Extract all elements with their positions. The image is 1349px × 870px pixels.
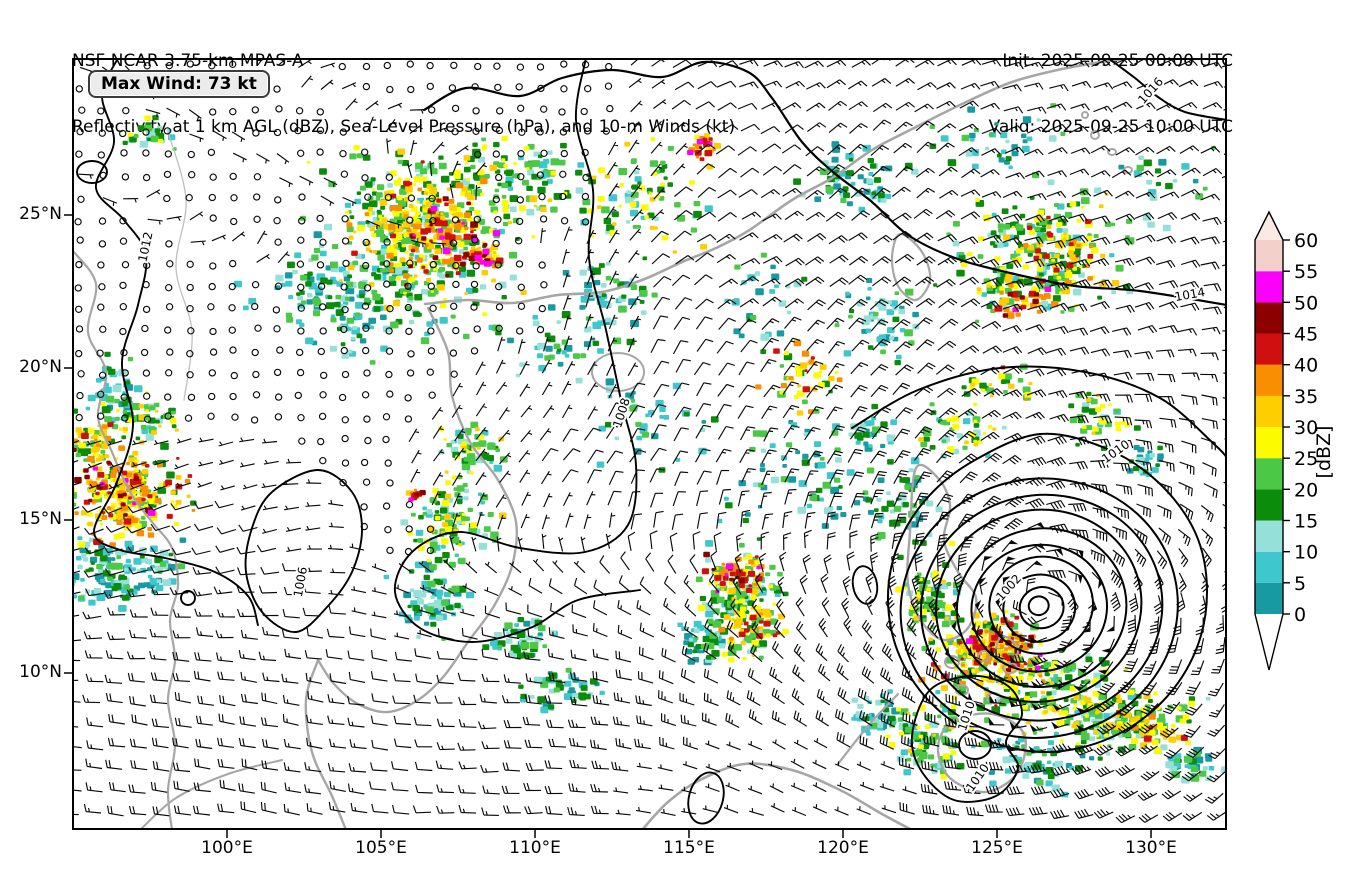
lon-tick-label: 115°E [663, 838, 715, 858]
svg-text:55: 55 [1294, 261, 1318, 283]
lon-tick-label: 120°E [817, 838, 869, 858]
max-wind-badge: Max Wind: 73 kt [88, 70, 270, 98]
figure-title: NSF NCAR 3.75-km MPAS-A Reflectivity at … [72, 6, 735, 182]
lat-tick-label: 10°N [19, 662, 62, 682]
isobar-value-label: 1008 [610, 396, 633, 429]
reflectivity-layer [72, 103, 1227, 798]
isobar-value-label: 1012 [135, 231, 155, 264]
svg-text:50: 50 [1294, 292, 1318, 314]
colorbar-ticks [1283, 239, 1290, 615]
title-line-1: NSF NCAR 3.75-km MPAS-A [72, 51, 304, 71]
calm-wind-circles [74, 60, 614, 556]
lat-tick-label: 15°N [19, 509, 62, 529]
lat-tick-label: 20°N [19, 357, 62, 377]
lon-tick-label: 110°E [509, 838, 561, 858]
svg-text:15: 15 [1294, 511, 1318, 533]
isobar-value-label: 1016 [1135, 75, 1166, 107]
isobar-value-label: 1002 [993, 572, 1024, 604]
map-frame [72, 58, 1227, 830]
svg-text:40: 40 [1294, 355, 1318, 377]
isobar-layer [76, 58, 1227, 825]
svg-text:35: 35 [1294, 386, 1318, 408]
colorbar-axis-label: [dBZ] [1313, 426, 1335, 479]
svg-text:10: 10 [1294, 542, 1318, 564]
title-line-2: Reflectivity at 1 km AGL (dBZ), Sea-Leve… [72, 117, 736, 137]
lon-tick-label: 125°E [971, 838, 1023, 858]
isobar-value-label: 1010 [955, 699, 978, 732]
lon-tick-label: 100°E [201, 838, 253, 858]
lat-tick-label: 25°N [19, 204, 62, 224]
wind-barb-layer [72, 58, 1227, 824]
colorbar-segments [1254, 210, 1284, 671]
svg-text:0: 0 [1294, 604, 1306, 626]
svg-text:45: 45 [1294, 324, 1318, 346]
svg-text:20: 20 [1294, 479, 1318, 501]
lon-tick-label: 105°E [355, 838, 407, 858]
svg-text:60: 60 [1294, 230, 1318, 252]
svg-text:5: 5 [1294, 573, 1306, 595]
lon-tick-label: 130°E [1125, 838, 1177, 858]
